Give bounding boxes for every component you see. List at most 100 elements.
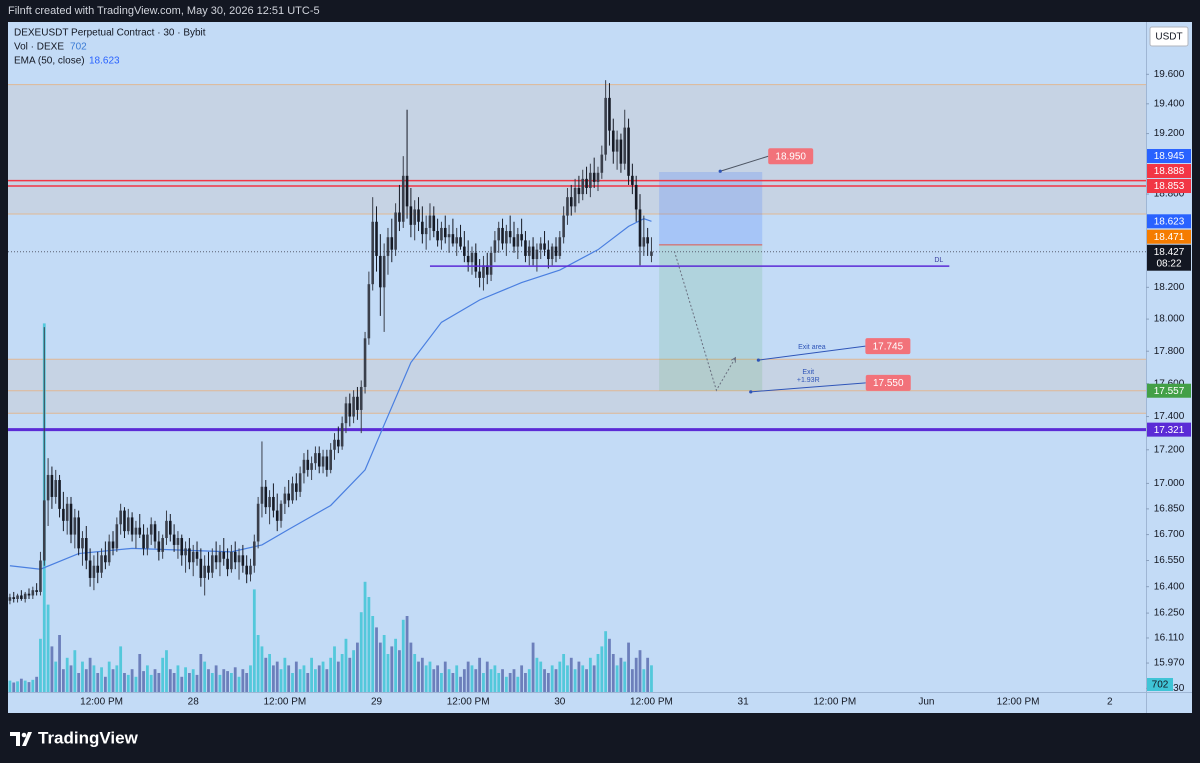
volume-bar [348,657,352,692]
volume-bar [581,665,585,692]
candle-body [115,524,119,549]
candle-body [527,246,531,256]
callout-anchor [718,169,722,173]
candle-body [409,206,413,225]
volume-bar [440,673,443,692]
candle-body [123,510,126,532]
candle-body [329,449,332,470]
volume-bar [573,669,577,692]
candle-body [608,97,611,131]
y-tick-label: 17.000 [1154,478,1185,489]
candle-body [474,252,478,272]
volume-bar [298,669,302,692]
candle-body [73,517,77,535]
candle-body [291,483,294,501]
candle-body [615,139,619,152]
candle-body [191,551,195,563]
candle-body [306,459,310,470]
volume-bar [501,669,504,692]
volume-bar [145,665,149,692]
volume-bar [627,642,630,692]
projection-path [673,251,736,392]
x-tick-label: 29 [371,697,383,708]
candle-body [382,255,386,288]
candle-body [31,590,35,596]
y-tick-label: 16.250 [1154,608,1185,619]
candle-body [459,237,462,247]
volume-bar [527,669,531,692]
y-tick-label: 18.200 [1154,282,1185,293]
volume-bar [539,661,543,692]
candle-body [478,271,481,278]
callout-label: 17.550 [873,378,904,389]
candle-body [184,548,187,556]
candle-body [54,480,58,497]
volume-bar [157,673,161,692]
candle-body [77,517,80,549]
volume-bar [35,676,39,692]
volume-bar [634,657,638,692]
volume-bar [31,679,35,692]
candle-body [23,593,27,599]
candle-body [104,555,107,563]
volume-bar [451,673,455,692]
price-label: 18.471 [1154,232,1185,243]
currency[interactable]: USDT [1155,32,1182,43]
volume-label-box [1147,678,1173,691]
volume-bar [405,616,409,692]
price-label-box [1147,179,1191,194]
volume-bar [54,661,58,692]
candle-body [321,456,325,467]
candle-body [249,565,252,575]
candle-body [352,396,355,417]
volume-bar [310,657,313,692]
plot-area: DL 18.950 17.745 Exit area 17.550 Exit+1.93R [8,80,1146,692]
y-tick-label: 16.700 [1154,529,1185,540]
candle-body [440,227,443,241]
volume-bar [138,654,142,692]
candle-body [264,486,268,508]
volume-bar [524,673,527,692]
x-tick-label: 30 [554,697,566,708]
volume-bar [375,627,378,692]
candle-body [42,500,46,561]
volume-bar [115,665,119,692]
callout-box [768,148,814,165]
volume-bar [321,661,325,692]
candle-body [256,503,260,542]
volume-bar [371,616,375,692]
candle-body [443,227,447,238]
volume-bar [356,642,359,692]
candle-body [463,246,466,256]
candle-body [283,493,287,504]
volume-bar [50,646,54,692]
price-label: 17.557 [1154,386,1185,397]
candle-body [27,593,31,596]
candle-body [100,555,103,573]
currency-box[interactable] [1149,26,1189,47]
candle-body [485,265,489,275]
candle-body [573,187,577,207]
candle-body [585,178,588,188]
candle-body [539,243,543,250]
volume-bar [222,669,226,692]
chart-background [8,22,1192,713]
countdown: 08:22 [1156,258,1181,269]
volume-bar [432,669,436,692]
volume-bar [592,665,596,692]
candle-body [455,237,459,244]
callout-line [720,155,769,172]
volume-bar [424,665,428,692]
candle-body [405,175,409,207]
candle-body [508,231,512,238]
volume-bar [317,665,321,692]
volume-bar [249,665,252,692]
volume-bar [447,669,451,692]
price-label: 18.853 [1154,181,1185,192]
volume-bar [550,665,554,692]
volume-label: 702 [1152,680,1169,691]
candle-body [138,527,142,535]
callout-anchor [756,358,760,362]
logo-dot [21,732,27,738]
volume-bar [8,680,12,692]
